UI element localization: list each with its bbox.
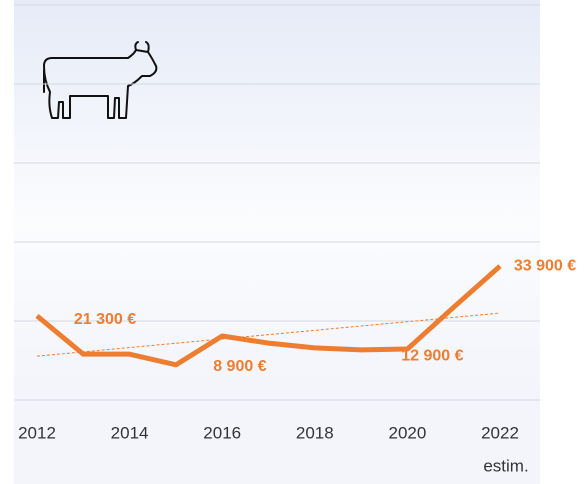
line-series (35, 264, 502, 368)
x-tick-label: 2016 (203, 423, 241, 442)
annotation: estim. (483, 456, 528, 475)
data-label: 12 900 € (401, 347, 463, 364)
x-tick-label: 2018 (296, 423, 334, 442)
trendline (36, 312, 501, 357)
x-tick-label: 2012 (18, 423, 56, 442)
cow-icon (43, 41, 158, 119)
x-tick-label: 2020 (388, 423, 426, 442)
x-tick-label: 2014 (111, 423, 149, 442)
data-label: 8 900 € (213, 358, 266, 375)
data-label: 21 300 € (74, 311, 136, 328)
data-label: 33 900 € (514, 257, 576, 274)
x-tick-label: 2022 (481, 423, 519, 442)
